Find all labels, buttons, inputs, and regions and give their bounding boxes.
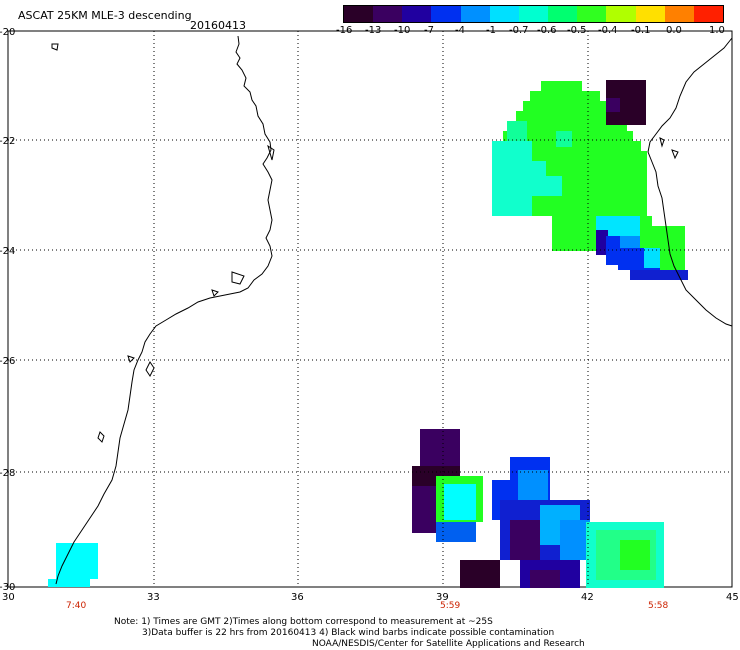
lon-label: 42 xyxy=(581,592,594,603)
colorbar-segment xyxy=(373,6,403,22)
note-line: NOAA/NESDIS/Center for Satellite Applica… xyxy=(312,639,585,649)
lon-label: 30 xyxy=(2,592,15,603)
colorbar-segment xyxy=(402,6,432,22)
colorbar-segment xyxy=(577,6,607,22)
lon-label: 39 xyxy=(436,592,449,603)
colorbar-segment xyxy=(489,6,519,22)
lat-label: -28 xyxy=(0,468,15,479)
coastline-mozambique xyxy=(55,35,273,585)
time-label: 5:58 xyxy=(648,601,668,611)
coastline-madagascar xyxy=(647,37,733,327)
lon-label: 36 xyxy=(291,592,304,603)
colorbar-segment xyxy=(693,6,724,22)
lat-label: -20 xyxy=(0,27,15,38)
colorbar-segment xyxy=(431,6,461,22)
colorbar-segment xyxy=(518,6,549,22)
lat-label: -26 xyxy=(0,356,15,367)
time-label: 7:40 xyxy=(66,601,86,611)
graticule xyxy=(8,31,732,587)
colorbar-segment xyxy=(460,6,490,22)
data-swath-sw xyxy=(48,543,98,587)
map-date: 20160413 xyxy=(190,19,246,32)
lon-label: 33 xyxy=(147,592,160,603)
colorbar-segment xyxy=(664,6,694,22)
coastline-detail xyxy=(51,43,275,443)
lat-label: -30 xyxy=(0,582,15,593)
note-line: 3)Data buffer is 22 hrs from 20160413 4)… xyxy=(142,628,555,638)
colorbar-segment xyxy=(606,6,636,22)
data-swath-south xyxy=(412,429,664,588)
colorbar-segment xyxy=(344,6,374,22)
coastline-detail xyxy=(659,137,679,160)
lon-label: 45 xyxy=(726,592,739,603)
time-label: 5:59 xyxy=(440,601,460,611)
colorbar-segment xyxy=(548,6,578,22)
map-frame xyxy=(7,30,733,588)
map-title: ASCAT 25KM MLE-3 descending xyxy=(18,9,192,22)
colorbar-segment xyxy=(635,6,665,22)
footnotes: Note: 1) Times are GMT 2)Times along bot… xyxy=(114,617,714,649)
lat-label: -22 xyxy=(0,136,15,147)
note-line: Note: 1) Times are GMT 2)Times along bot… xyxy=(114,617,493,627)
axis-labels: 30 33 36 39 42 45 -20 -22 -24 -26 -28 -3… xyxy=(0,27,739,603)
lat-label: -24 xyxy=(0,246,15,257)
data-swath-ne xyxy=(492,80,688,280)
colorbar xyxy=(343,5,724,23)
time-labels: 7:40 5:59 5:58 xyxy=(66,601,668,611)
